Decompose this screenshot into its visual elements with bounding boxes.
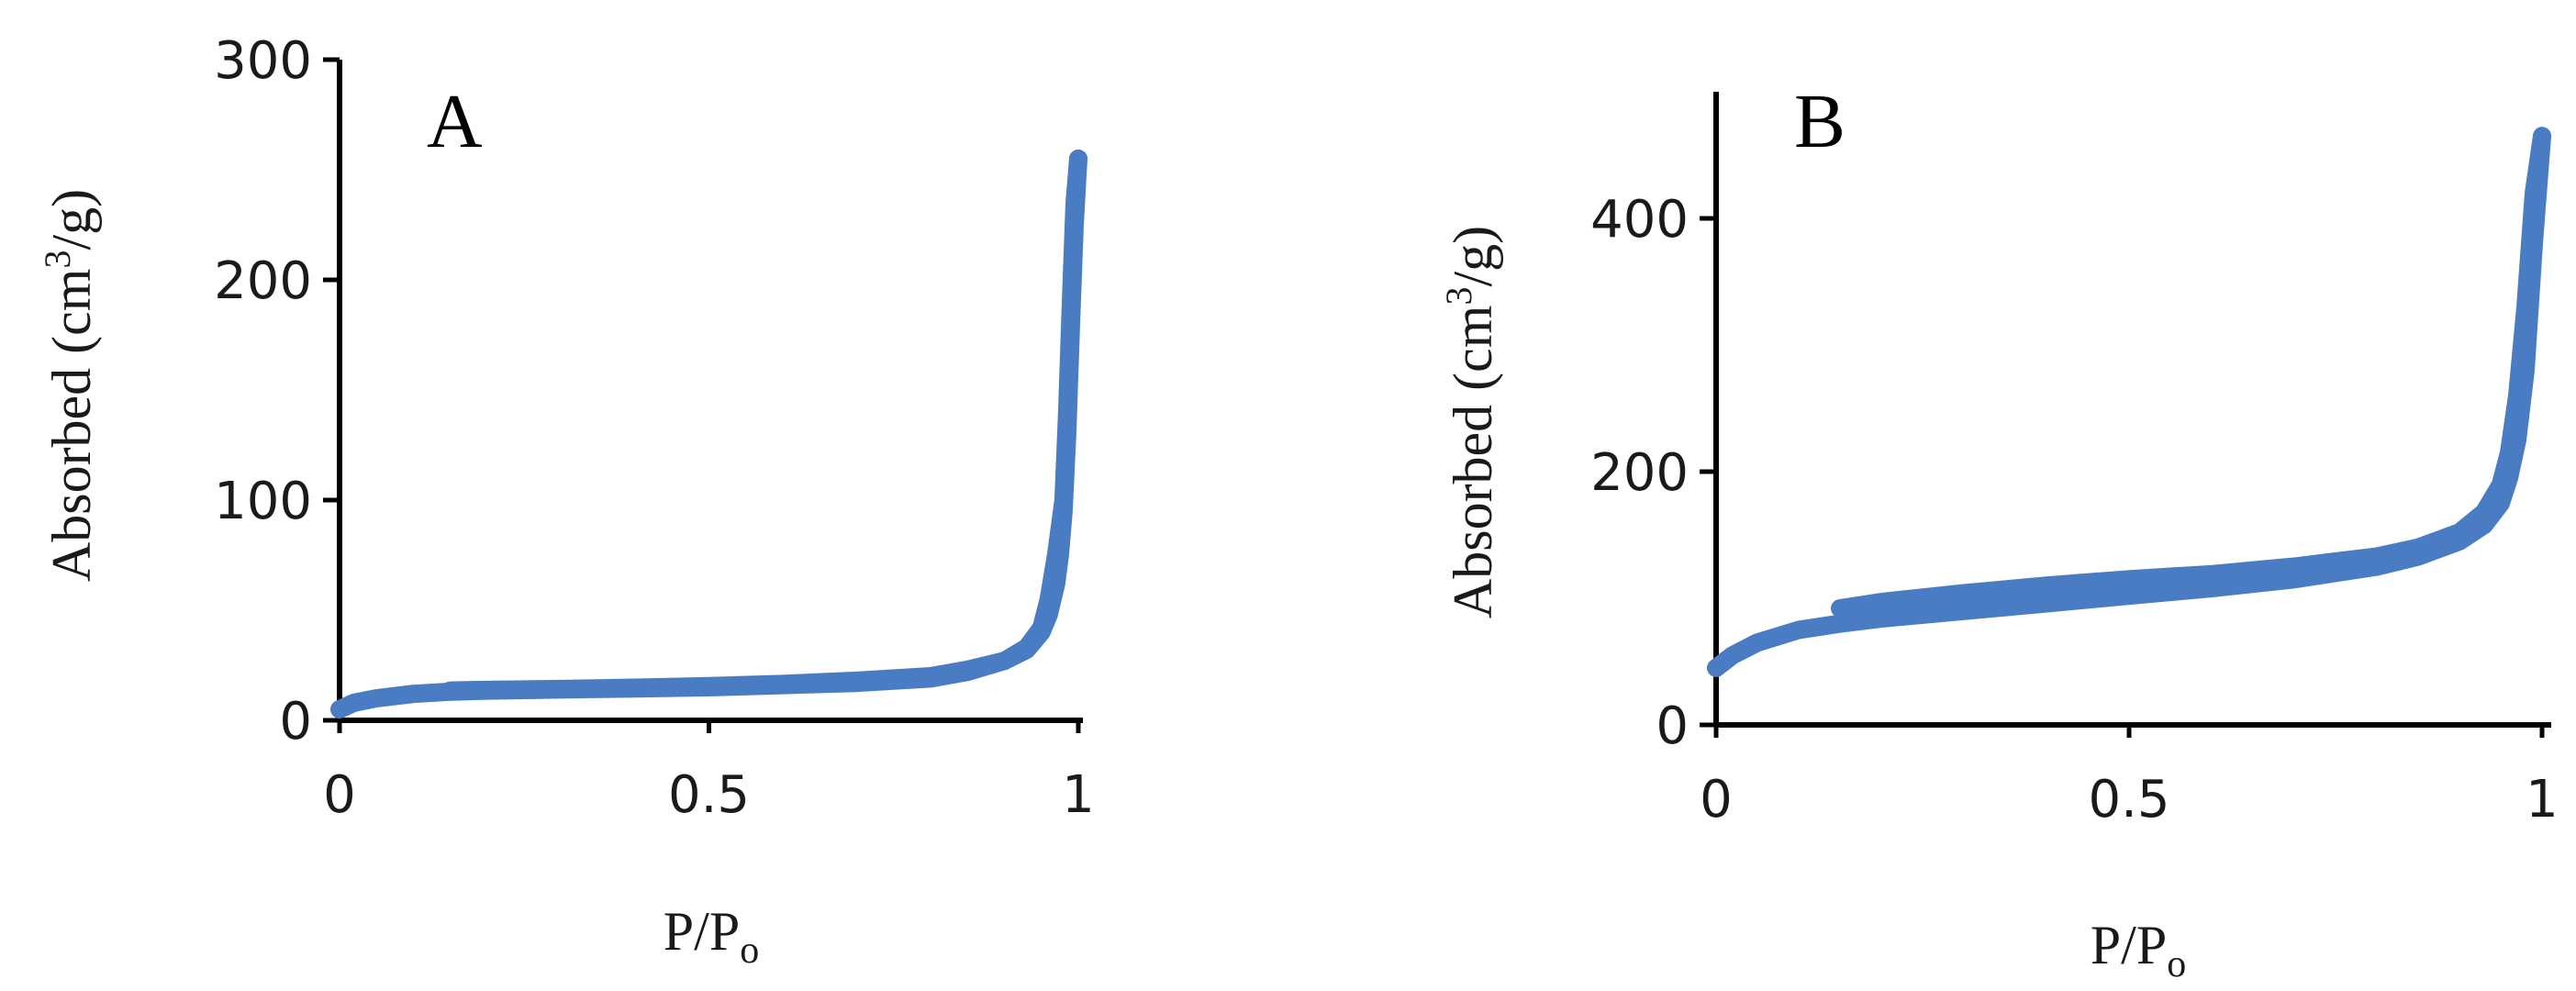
panel-b-ticks: 0 200 400 0 0.5 1 — [1590, 190, 2559, 830]
panel-a-y-tick-label: 200 — [214, 251, 312, 311]
panel-a-x-tick-label: 1 — [1062, 765, 1095, 825]
panel-a-ticks: 0 100 200 300 0 0.5 1 — [214, 31, 1095, 825]
panel-b-x-tick-label: 0.5 — [2088, 770, 2169, 830]
panel-b-chart: 0 200 400 0 0.5 1 B P/Po Absorbed (cm3/g) — [1438, 79, 2559, 985]
panel-b-y-tick-label: 0 — [1656, 696, 1689, 756]
panel-b-y-tick-label: 400 — [1590, 190, 1689, 250]
panel-b-x-axis-label: P/Po — [2091, 915, 2186, 985]
panel-b-y-axis-label: Absorbed (cm3/g) — [1438, 226, 1503, 618]
panel-a-x-tick-label: 0.5 — [668, 765, 750, 825]
panel-a-y-tick-label: 0 — [279, 692, 312, 752]
panel-a-y-tick-label: 100 — [214, 472, 312, 531]
panel-a-desorption-series — [440, 150, 1087, 700]
panel-b-label: B — [1794, 79, 1846, 164]
panel-b-x-tick-label: 0 — [1700, 770, 1733, 830]
panel-a-label: A — [427, 79, 483, 164]
panel-b-y-tick-label: 200 — [1590, 443, 1689, 503]
panel-b-series — [1707, 127, 2551, 677]
panel-b-desorption-series — [1831, 127, 2551, 618]
panel-a-adsorption-series — [330, 150, 1087, 718]
panel-a-chart: 0 100 200 300 0 0.5 1 A P/Po Absorbed (cm3/g) — [37, 31, 1095, 972]
panel-a-y-tick-label: 300 — [214, 31, 312, 91]
panel-a-x-tick-label: 0 — [323, 765, 356, 825]
panel-a-x-axis-label: P/Po — [664, 901, 759, 972]
panel-a-series — [330, 150, 1087, 718]
panel-b-x-tick-label: 1 — [2526, 770, 2559, 830]
panel-a-y-axis-label: Absorbed (cm3/g) — [37, 189, 102, 582]
